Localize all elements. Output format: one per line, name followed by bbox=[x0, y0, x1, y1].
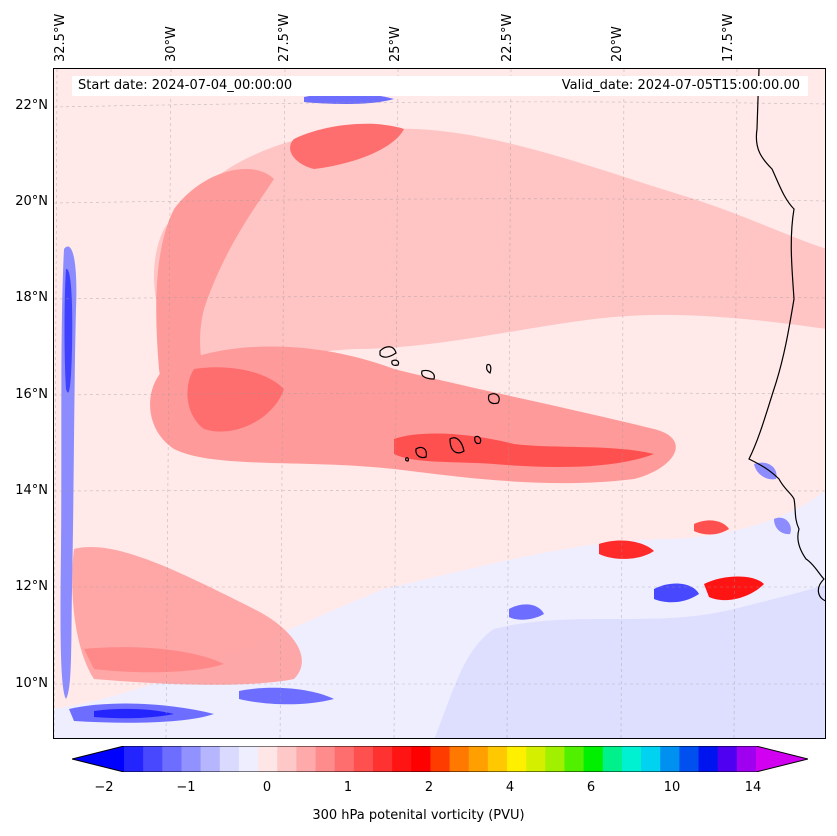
colorbar-segment bbox=[660, 746, 680, 772]
pv-band-north bbox=[154, 128, 825, 363]
colorbar-segment bbox=[736, 746, 757, 772]
pv-core-north bbox=[290, 123, 404, 169]
graticule bbox=[54, 69, 825, 738]
pv-region-south-low-2 bbox=[434, 584, 825, 738]
colorbar-segment bbox=[679, 746, 700, 772]
pv-contour-map bbox=[54, 69, 825, 738]
pv-neg-east-3 bbox=[754, 462, 777, 480]
colorbar-tick-label: 2 bbox=[424, 780, 434, 795]
colorbar-segment bbox=[698, 746, 719, 772]
colorbar-tick-label: 14 bbox=[744, 780, 762, 795]
colorbar-segment bbox=[621, 746, 642, 772]
colorbar-segment bbox=[334, 746, 355, 772]
lat-label: 12°N bbox=[15, 579, 48, 594]
colorbar-segment bbox=[238, 746, 259, 772]
colorbar-segment bbox=[124, 746, 144, 772]
valid-date-label: Valid_date: 2024-07-05T15:00:00.00 bbox=[561, 78, 800, 93]
colorbar-segment bbox=[564, 746, 585, 772]
colorbar-extend-min bbox=[72, 746, 124, 772]
pv-band-south-west bbox=[72, 547, 302, 685]
pv-core-east-1 bbox=[599, 540, 654, 559]
colorbar-segment bbox=[507, 746, 527, 772]
pv-neg-east-4 bbox=[774, 517, 791, 535]
start-date-label: Start date: 2024-07-04_00:00:00 bbox=[78, 78, 293, 93]
colorbar-tick-label: −2 bbox=[94, 780, 114, 795]
lat-label: 18°N bbox=[15, 290, 48, 305]
colorbar-segment bbox=[641, 746, 661, 772]
pv-neg-top bbox=[304, 93, 394, 104]
colorbar-tick-label: 10 bbox=[663, 780, 681, 795]
colorbar-segment bbox=[353, 746, 374, 772]
lon-label: 25°W bbox=[388, 26, 403, 62]
pv-band-west-arc bbox=[156, 169, 274, 422]
colorbar-segment bbox=[258, 746, 278, 772]
lon-label: 20°W bbox=[610, 26, 625, 62]
colorbar-segment bbox=[277, 746, 297, 772]
colorbar bbox=[72, 746, 808, 772]
colorbar-tick-label: 4 bbox=[505, 780, 515, 795]
colorbar-segment bbox=[392, 746, 412, 772]
colorbar-segment bbox=[296, 746, 317, 772]
lon-label: 27.5°W bbox=[277, 13, 292, 62]
colorbar-extend-max bbox=[756, 746, 808, 772]
colorbar-segment bbox=[583, 746, 604, 772]
colorbar-title: 300 hPa potenital vorticity (PVU) bbox=[312, 808, 525, 823]
colorbar-segment bbox=[162, 746, 182, 772]
colorbar-segment bbox=[468, 746, 489, 772]
colorbar-tick-label: 0 bbox=[262, 780, 272, 795]
colorbar-segment bbox=[717, 746, 738, 772]
lat-label: 20°N bbox=[15, 194, 48, 209]
lat-label: 22°N bbox=[15, 98, 48, 113]
colorbar-segment bbox=[219, 746, 240, 772]
map-header-bar: Start date: 2024-07-04_00:00:00 Valid_da… bbox=[72, 76, 808, 96]
colorbar-tick-label: 6 bbox=[586, 780, 596, 795]
colorbar-segment bbox=[487, 746, 508, 772]
pv-core-east-2 bbox=[704, 576, 764, 601]
lat-label: 16°N bbox=[15, 387, 48, 402]
cape-verde-islands bbox=[379, 346, 500, 462]
pv-neg-east-2 bbox=[509, 604, 544, 620]
lon-label: 30°W bbox=[164, 26, 179, 62]
lat-label: 14°N bbox=[15, 483, 48, 498]
colorbar-segment bbox=[545, 746, 565, 772]
colorbar-segment bbox=[315, 746, 336, 772]
colorbar-segment bbox=[411, 746, 431, 772]
colorbar-tick-label: −1 bbox=[176, 780, 196, 795]
lon-label: 22.5°W bbox=[500, 13, 515, 62]
colorbar-segment bbox=[143, 746, 163, 772]
pv-neg-west-strip bbox=[60, 246, 77, 699]
colorbar-segment bbox=[526, 746, 546, 772]
lon-label: 32.5°W bbox=[53, 13, 68, 62]
colorbar-segment bbox=[430, 746, 451, 772]
colorbar-segment bbox=[181, 746, 202, 772]
map-panel bbox=[53, 68, 826, 739]
pv-neg-south-core bbox=[94, 708, 174, 719]
colorbar-segment bbox=[200, 746, 221, 772]
colorbar-segment bbox=[372, 746, 393, 772]
pv-neg-east-1 bbox=[654, 583, 699, 603]
pv-core-east-3 bbox=[694, 520, 729, 535]
pv-neg-south-2 bbox=[239, 687, 334, 705]
colorbar-segment bbox=[602, 746, 623, 772]
pv-core-center bbox=[394, 433, 654, 467]
coastline-africa bbox=[748, 69, 825, 602]
colorbar-tick-label: 1 bbox=[343, 780, 353, 795]
lat-label: 10°N bbox=[15, 676, 48, 691]
colorbar-segment bbox=[449, 746, 470, 772]
lon-label: 17.5°W bbox=[721, 13, 736, 62]
pv-core-west bbox=[187, 367, 284, 432]
pv-neg-west-core bbox=[64, 268, 73, 393]
